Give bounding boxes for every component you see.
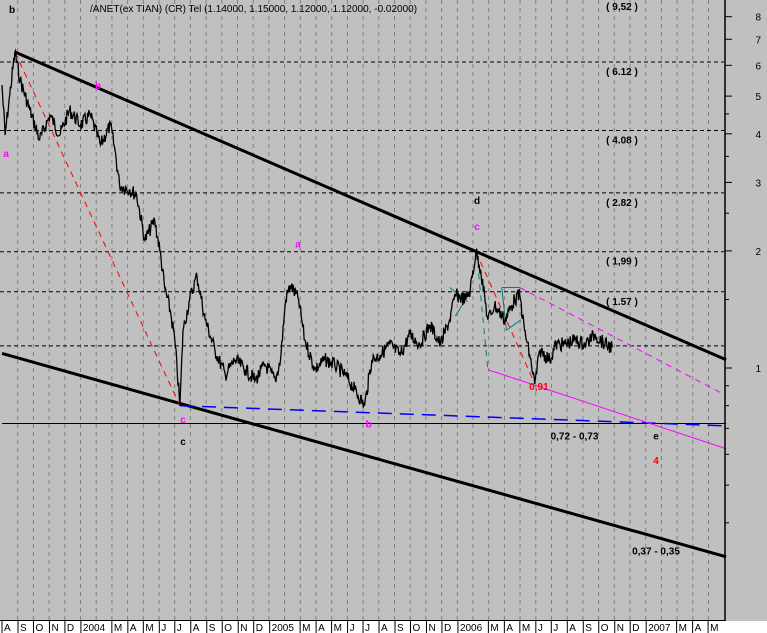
wave-label: c [180, 415, 186, 426]
wave-label: c [474, 222, 480, 233]
level-label: ( 1.57 ) [606, 297, 638, 308]
x-tick-label: J [553, 623, 558, 633]
x-tick-label: M [522, 623, 530, 633]
trendline [179, 404, 727, 427]
x-tick-label: D [632, 623, 639, 633]
x-tick-label: J [365, 623, 370, 633]
x-tick-label: O [224, 623, 232, 633]
x-tick-label: O [412, 623, 420, 633]
x-tick-label: A [695, 623, 702, 633]
x-tick-label: 2006 [460, 623, 483, 633]
x-tick-label: D [444, 623, 451, 633]
trendline [475, 251, 536, 385]
trendline [501, 287, 507, 331]
x-tick-label: M [490, 623, 498, 633]
wave-label: a [3, 149, 9, 160]
trendline [1, 351, 727, 559]
wave-label: b [95, 81, 101, 92]
y-tick-label: 3 [755, 178, 761, 189]
level-label: ( 2.82 ) [606, 198, 638, 209]
price-series [1, 48, 613, 408]
trendline [487, 369, 727, 450]
trendline [478, 273, 489, 370]
wave-label: 4 [653, 456, 659, 467]
x-axis: A S O N D 2004 M A M J J A S O N D 2005 M A M J J A S O N D 2006 M A M… [1, 621, 718, 633]
x-axis-label-strip [0, 621, 767, 633]
level-label: ( 4.08 ) [606, 135, 638, 146]
x-tick-label: O [35, 623, 43, 633]
y-tick-label: 7 [755, 35, 761, 46]
wave-label: 0,72 - 0,73 [551, 432, 599, 443]
x-tick-label: D [67, 623, 74, 633]
y-tick-label: 2 [755, 247, 761, 258]
y-tick-label: 1 [755, 364, 761, 375]
x-tick-label: M [679, 623, 687, 633]
trendline [506, 319, 522, 331]
x-tick-label: M [710, 623, 718, 633]
x-tick-label: J [177, 623, 182, 633]
level-lines: ( 9,52 ) ( 6.12 ) ( 4.08 ) ( 2.82 ) ( 1,99 )… [0, 2, 724, 347]
y-tick-label: 6 [755, 61, 761, 72]
x-tick-label: N [51, 623, 58, 633]
x-tick-label: M [114, 623, 122, 633]
x-tick-label: A [130, 623, 137, 633]
trendlines [1, 50, 727, 559]
x-tick-label: A [318, 623, 325, 633]
x-tick-label: D [256, 623, 263, 633]
wave-label: 0,91 [529, 382, 549, 393]
x-tick-label: A [193, 623, 200, 633]
wave-label: e [653, 432, 659, 443]
y-tick-label: 4 [755, 130, 761, 141]
price-line [1, 48, 613, 408]
x-tick-label: 2005 [272, 623, 295, 633]
wave-label: b [366, 419, 372, 430]
chart-title: /ANET(ex TIAN) (CR) Tel (1.14000, 1.1500… [90, 4, 417, 15]
y-axis: 1 2 3 4 5 6 7 8 [725, 13, 761, 524]
wave-label: c [180, 437, 186, 448]
x-tick-label: S [20, 623, 27, 633]
x-tick-label: M [334, 623, 342, 633]
x-tick-label: N [240, 623, 247, 633]
wave-label: 0,37 - 0,35 [632, 546, 680, 557]
level-label: ( 1,99 ) [606, 257, 638, 268]
level-label: ( 6.12 ) [606, 67, 638, 78]
corner-label: b [9, 5, 15, 16]
x-tick-label: S [209, 623, 216, 633]
x-tick-label: J [350, 623, 355, 633]
y-tick-label: 5 [755, 92, 761, 103]
x-tick-label: 2004 [83, 623, 106, 633]
x-tick-label: O [601, 623, 609, 633]
x-tick-label: M [145, 623, 153, 633]
x-tick-label: S [585, 623, 592, 633]
wave-label: a [295, 239, 301, 250]
x-tick-label: S [397, 623, 404, 633]
x-tick-label: N [428, 623, 435, 633]
trendline [14, 50, 727, 362]
x-tick-label: A [569, 623, 576, 633]
level-label: ( 9,52 ) [606, 2, 638, 13]
trendline [519, 287, 727, 396]
x-tick-label: A [381, 623, 388, 633]
x-tick-label: N [617, 623, 624, 633]
x-tick-label: A [4, 623, 11, 633]
x-tick-label: A [506, 623, 513, 633]
x-tick-label: J [538, 623, 543, 633]
x-tick-label: 2007 [648, 623, 671, 633]
x-tick-label: J [161, 623, 166, 633]
wave-label: d [474, 196, 480, 207]
x-tick-label: M [302, 623, 310, 633]
y-tick-label: 8 [755, 13, 761, 24]
